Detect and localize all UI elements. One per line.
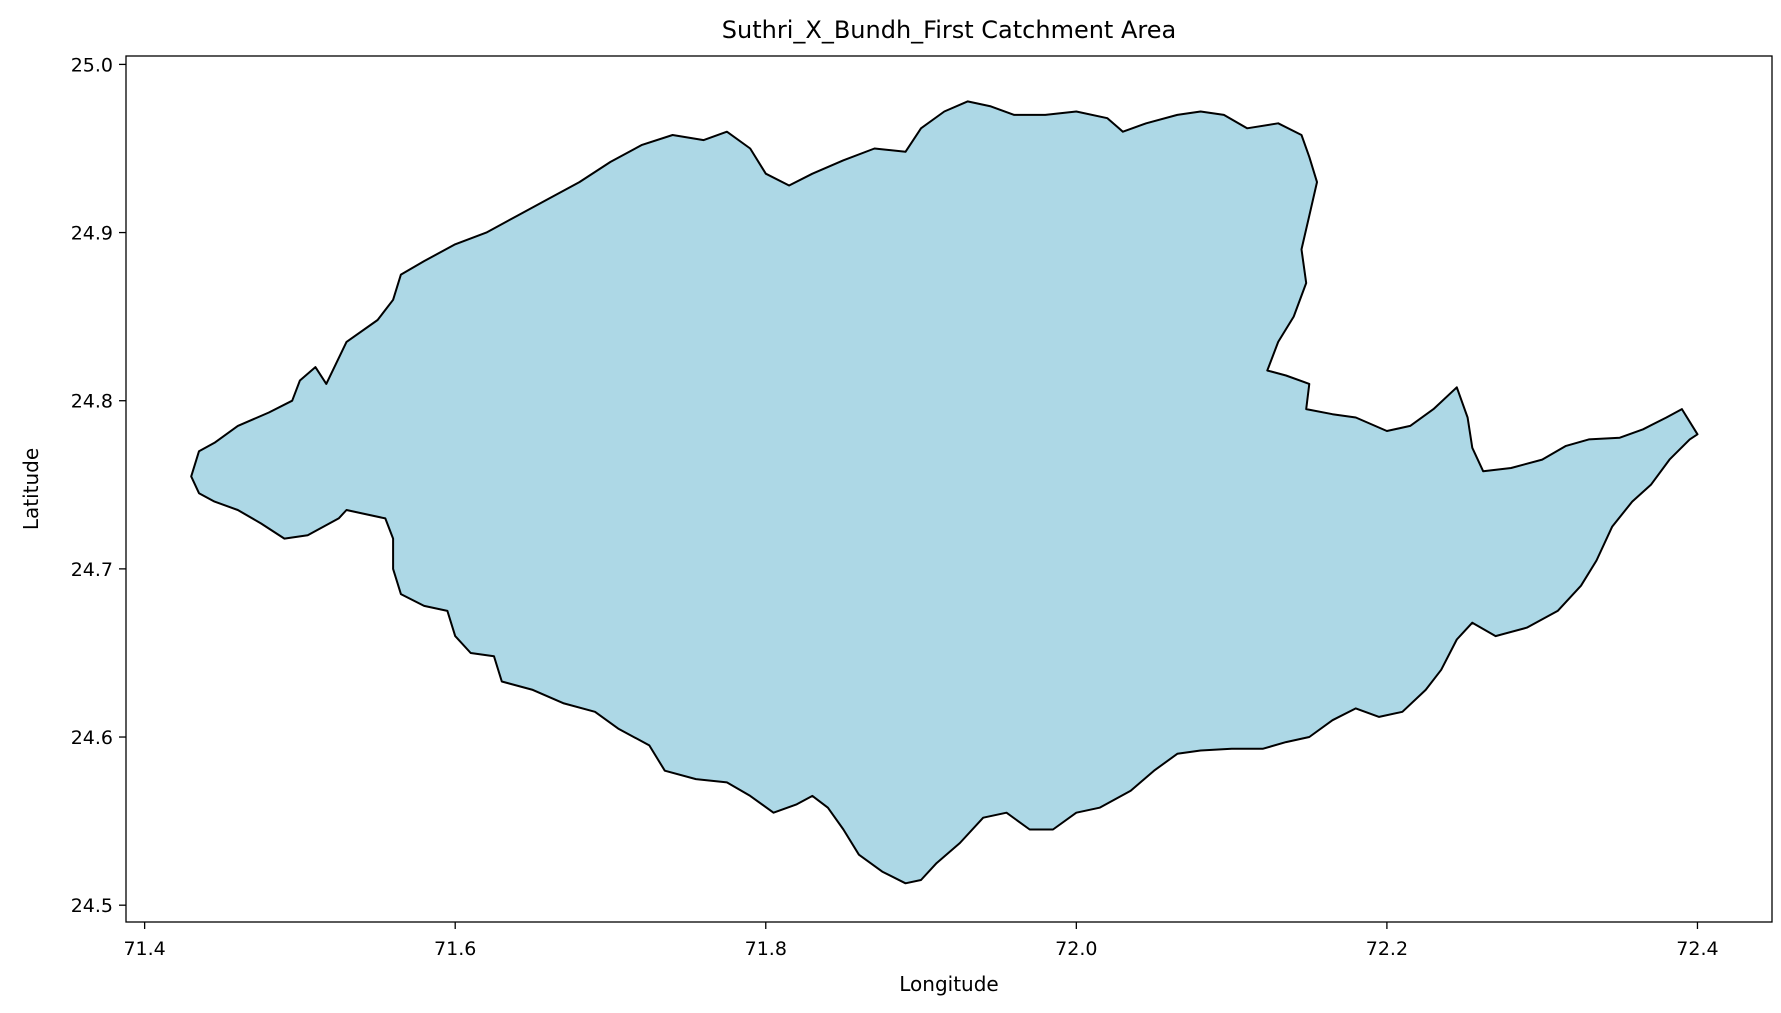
y-tick-label: 24.5: [71, 895, 113, 917]
y-axis-label: Latitude: [19, 448, 43, 530]
x-tick-label: 71.6: [434, 938, 476, 960]
x-tick-label: 71.8: [745, 938, 787, 960]
y-tick-label: 24.9: [71, 223, 113, 245]
y-axis-ticks: 24.5 24.6 24.7 24.8 24.9 25.0: [71, 54, 126, 917]
x-tick-label: 72.2: [1366, 938, 1408, 960]
y-tick-label: 25.0: [71, 54, 113, 76]
x-tick-label: 72.4: [1676, 938, 1718, 960]
plot-frame: [125, 55, 1773, 923]
y-tick-label: 24.7: [71, 559, 113, 581]
y-tick-label: 24.8: [71, 391, 113, 413]
y-tick-label: 24.6: [71, 727, 113, 749]
plot-area: [125, 55, 1773, 923]
x-tick-label: 71.4: [123, 938, 165, 960]
catchment-polygon: [190, 100, 1699, 885]
x-axis-ticks: 71.4 71.6 71.8 72.0 72.2 72.4: [123, 922, 1719, 960]
x-tick-label: 72.0: [1055, 938, 1097, 960]
chart-title: Suthri_X_Bundh_First Catchment Area: [722, 16, 1176, 44]
x-axis-label: Longitude: [899, 972, 998, 996]
